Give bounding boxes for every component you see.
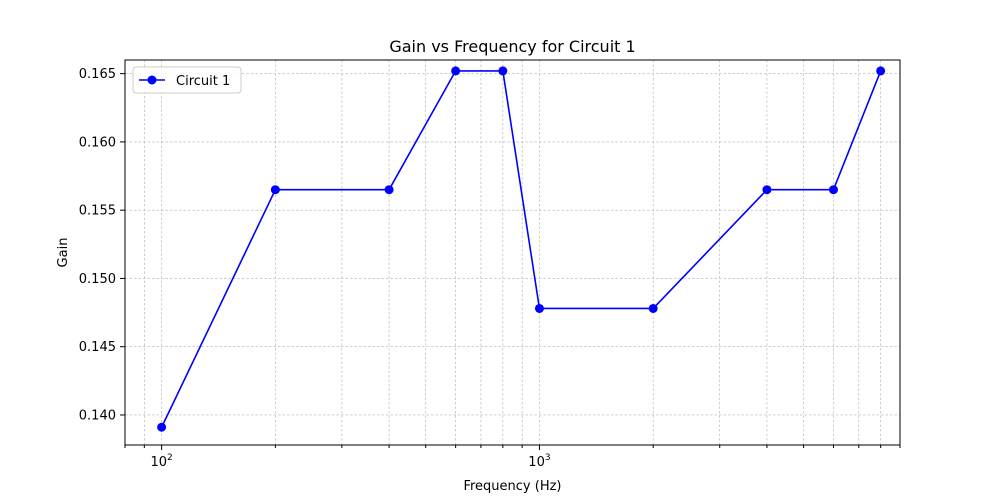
data-point [270, 185, 280, 195]
y-tick-label: 0.160 [79, 135, 116, 150]
y-tick-label: 0.155 [79, 204, 116, 219]
data-point [498, 66, 508, 76]
axis-ticks: 102 103 0.140 0.145 0.150 0.155 0.160 0.165 [79, 67, 901, 470]
legend: Circuit 1 [132, 66, 242, 94]
y-tick-label: 0.145 [79, 340, 116, 355]
plot-frame [124, 59, 901, 446]
y-tick-label: 0.150 [79, 272, 116, 287]
x-tick-label: 103 [528, 453, 550, 470]
data-point [534, 303, 544, 313]
legend-label-circuit-1: Circuit 1 [176, 74, 230, 89]
data-point [648, 303, 658, 313]
data-point [762, 185, 772, 195]
data-point [876, 66, 886, 76]
x-tick-label: 102 [150, 453, 172, 470]
series-line-circuit-1 [160, 70, 882, 428]
chart-title: Gain vs Frequency for Circuit 1 [389, 37, 635, 56]
legend-box [132, 66, 242, 94]
grid [124, 60, 901, 445]
y-axis-label: Gain [56, 238, 71, 268]
y-tick-label: 0.140 [79, 408, 116, 423]
data-point [157, 422, 167, 432]
y-tick-label: 0.165 [79, 67, 116, 82]
x-axis-label: Frequency (Hz) [463, 479, 561, 494]
data-point [384, 185, 394, 195]
data-point [451, 66, 461, 76]
series-markers [157, 66, 886, 432]
data-point [828, 185, 838, 195]
legend-marker [147, 75, 157, 85]
series-lines [160, 70, 882, 428]
